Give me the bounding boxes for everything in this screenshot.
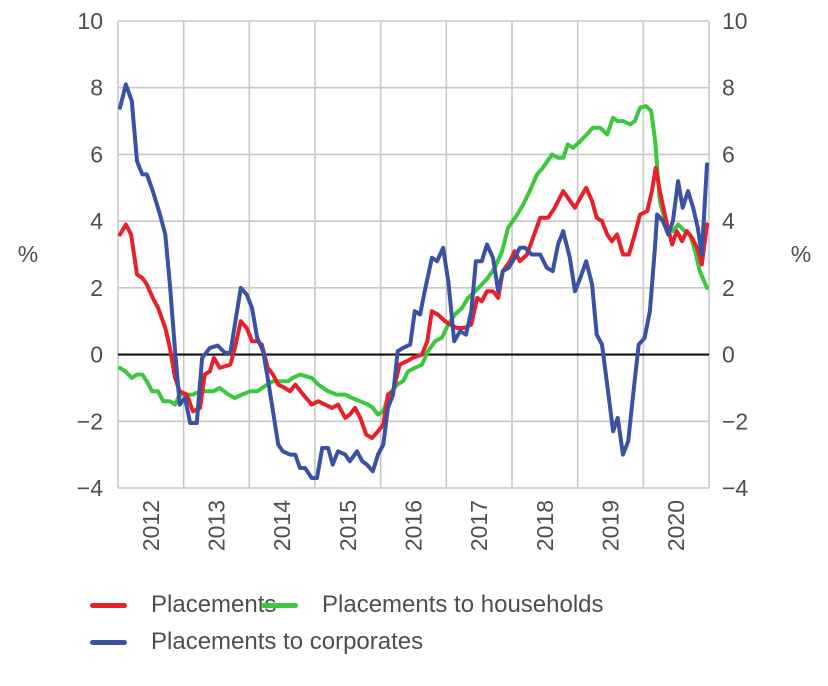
- right-y-tick-label: 2: [722, 275, 735, 301]
- x-tick-label: 2014: [269, 500, 295, 551]
- vertical-gridlines: [117, 21, 710, 488]
- x-tick-label: 2016: [401, 500, 427, 551]
- right-y-axis-label: %: [791, 241, 811, 267]
- legend-label-corporates: Placements to corporates: [151, 628, 424, 655]
- left-y-tick-label: 0: [90, 342, 103, 368]
- series-lines: [118, 82, 709, 480]
- x-axis-ticks: 2012 2013 2014 2015 2016 2017 2018 2019 2020: [138, 500, 689, 551]
- right-y-tick-label: 6: [722, 141, 735, 167]
- left-y-axis-ticks: −4 −2 0 2 4 6 8 10: [77, 8, 103, 501]
- series-line-placements-to-corporates: [118, 82, 709, 480]
- x-tick-label: 2013: [204, 500, 230, 551]
- right-y-axis-ticks: −4 −2 0 2 4 6 8 10: [722, 8, 748, 501]
- legend-item-households: Placements to households: [261, 591, 604, 619]
- right-y-tick-label: 8: [722, 75, 735, 101]
- left-y-tick-label: 8: [90, 75, 103, 101]
- legend-swatch-corporates: [90, 639, 127, 645]
- right-y-tick-label: 0: [722, 342, 735, 368]
- legend-item-corporates: Placements to corporates: [90, 628, 423, 656]
- left-y-tick-label: −2: [77, 408, 103, 434]
- left-y-tick-label: −4: [77, 475, 103, 501]
- legend-label-placements: Placements: [151, 591, 277, 618]
- series-line-placements: [118, 165, 709, 440]
- right-y-tick-label: −2: [722, 408, 748, 434]
- left-y-tick-label: 10: [77, 8, 103, 34]
- right-y-tick-label: 4: [722, 208, 735, 234]
- legend-item-placements: Placements: [90, 591, 276, 619]
- right-y-tick-label: 10: [722, 8, 748, 34]
- legend-label-households: Placements to households: [322, 591, 604, 618]
- x-tick-label: 2015: [335, 500, 361, 551]
- horizontal-gridlines: [118, 20, 709, 489]
- x-tick-label: 2018: [532, 500, 558, 551]
- legend-swatch-households: [261, 602, 298, 608]
- left-y-tick-label: 2: [90, 275, 103, 301]
- x-tick-label: 2020: [663, 500, 689, 551]
- left-y-axis-label: %: [18, 241, 38, 267]
- x-tick-label: 2012: [138, 500, 164, 551]
- legend-swatch-placements: [90, 602, 127, 608]
- right-y-tick-label: −4: [722, 475, 748, 501]
- left-y-tick-label: 4: [90, 208, 103, 234]
- x-tick-label: 2019: [598, 500, 624, 551]
- series-line-placements-to-households: [118, 104, 709, 417]
- x-tick-label: 2017: [466, 500, 492, 551]
- left-y-tick-label: 6: [90, 141, 103, 167]
